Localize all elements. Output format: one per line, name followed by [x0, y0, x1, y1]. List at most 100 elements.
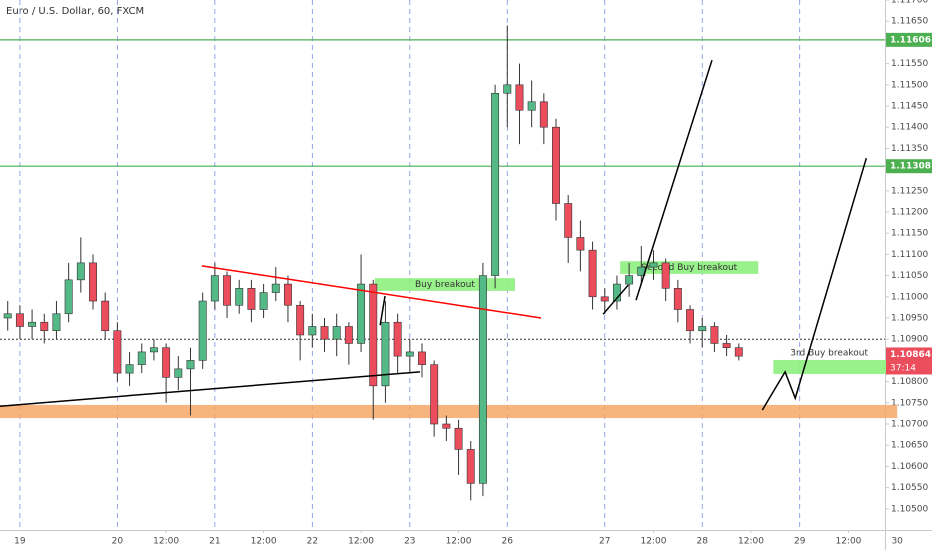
candle-body [344, 326, 353, 344]
x-tick-label: 20 [112, 537, 124, 547]
candle-body [503, 84, 512, 94]
candle-body [113, 330, 122, 374]
y-tick-label: 1.10700 [891, 420, 928, 430]
candle-body [625, 275, 634, 285]
candle-body [15, 313, 24, 327]
x-tick-label: 12:00 [348, 537, 374, 547]
candle-body [198, 300, 207, 361]
candle-body [710, 326, 719, 344]
candle-body [235, 288, 244, 306]
trend-line [761, 157, 868, 411]
candle-body [40, 321, 49, 332]
candle-body [564, 203, 573, 238]
breakout-box [773, 359, 898, 374]
trend-line [0, 371, 421, 407]
candle-body [247, 288, 256, 310]
breakout-label: 3rd Buy breakout [790, 348, 868, 358]
candle-body [332, 326, 341, 340]
candle-body [369, 283, 378, 387]
candle-body [357, 283, 366, 344]
candle-body [76, 262, 85, 281]
x-tick-label: 22 [307, 537, 318, 547]
countdown: 37:14 [890, 363, 916, 373]
last-price-label: 1.10864 [890, 350, 931, 360]
candle-body [125, 364, 134, 374]
y-tick-label: 1.11350 [891, 144, 928, 154]
x-tick-label: 21 [209, 537, 220, 547]
candle-body [491, 92, 500, 276]
y-tick-label: 1.11550 [891, 59, 928, 69]
x-tick-label: 12:00 [641, 537, 667, 547]
level-label: 1.11308 [890, 162, 931, 172]
candle-body [600, 296, 609, 302]
y-tick-label: 1.11450 [891, 102, 928, 112]
candle-body [393, 321, 402, 357]
candle-body [418, 351, 426, 365]
x-tick-label: 12:00 [251, 537, 277, 547]
x-tick-label: 29 [794, 537, 806, 547]
chart-title: Euro / U.S. Dollar, 60, FXCM [6, 6, 144, 17]
candle-body [649, 262, 658, 268]
candle-body [722, 343, 731, 348]
candle-body [320, 326, 329, 340]
y-tick-label: 1.10600 [891, 462, 928, 472]
candle-body [149, 347, 158, 353]
candle-body [186, 360, 195, 370]
y-tick-label: 1.11150 [891, 229, 928, 239]
candle-body [454, 427, 463, 450]
candle-body [28, 321, 37, 327]
y-tick-label: 1.10900 [891, 335, 928, 345]
candle-body [174, 368, 183, 378]
breakout-label: Buy breakout [415, 280, 475, 290]
candle-body [661, 262, 670, 289]
y-tick-label: 1.11400 [891, 123, 928, 133]
candle-body [137, 351, 146, 365]
candle-body [210, 275, 219, 302]
y-tick-label: 1.11700 [891, 0, 928, 6]
trend-line [379, 295, 386, 326]
candle-body [271, 283, 280, 293]
candle-body [527, 101, 536, 111]
candle-body [296, 304, 305, 336]
candle-body [52, 313, 61, 332]
y-tick-label: 1.11250 [891, 186, 928, 196]
candle-body [430, 364, 439, 425]
last-price-bg [886, 347, 932, 362]
candle-body [101, 300, 110, 332]
x-tick-label: 19 [14, 537, 26, 547]
level-label-bg [886, 159, 932, 174]
candle-body [612, 283, 621, 302]
candle-body [162, 347, 171, 378]
breakout-label: Second Buy breakout [641, 263, 737, 273]
x-tick-label: 28 [697, 537, 709, 547]
candle-body [3, 313, 12, 319]
candle-body [686, 309, 695, 332]
x-tick-label: 12:00 [153, 537, 179, 547]
y-tick-label: 1.10500 [891, 504, 928, 514]
y-tick-label: 1.10950 [891, 314, 928, 324]
candle-body [381, 321, 390, 387]
x-tick-label: 26 [502, 537, 514, 547]
trend-line [201, 265, 542, 319]
candle-body [405, 351, 414, 357]
x-tick-label: 23 [404, 537, 415, 547]
x-tick-label: 12:00 [835, 537, 861, 547]
candle-body [539, 101, 548, 128]
y-tick-label: 1.11000 [891, 292, 928, 302]
trend-line [602, 284, 629, 315]
x-tick-label: 12:00 [446, 537, 472, 547]
candle-body [515, 84, 524, 111]
candle-body [259, 292, 268, 310]
countdown-bg [886, 361, 932, 375]
support-zone [0, 404, 898, 419]
candle-body [478, 275, 487, 484]
candle-body [442, 423, 451, 429]
trend-line [635, 59, 713, 301]
candle-body [673, 288, 682, 310]
candle-body [89, 262, 97, 302]
candle-body [64, 279, 73, 315]
x-tick-label: 30 [891, 537, 903, 547]
